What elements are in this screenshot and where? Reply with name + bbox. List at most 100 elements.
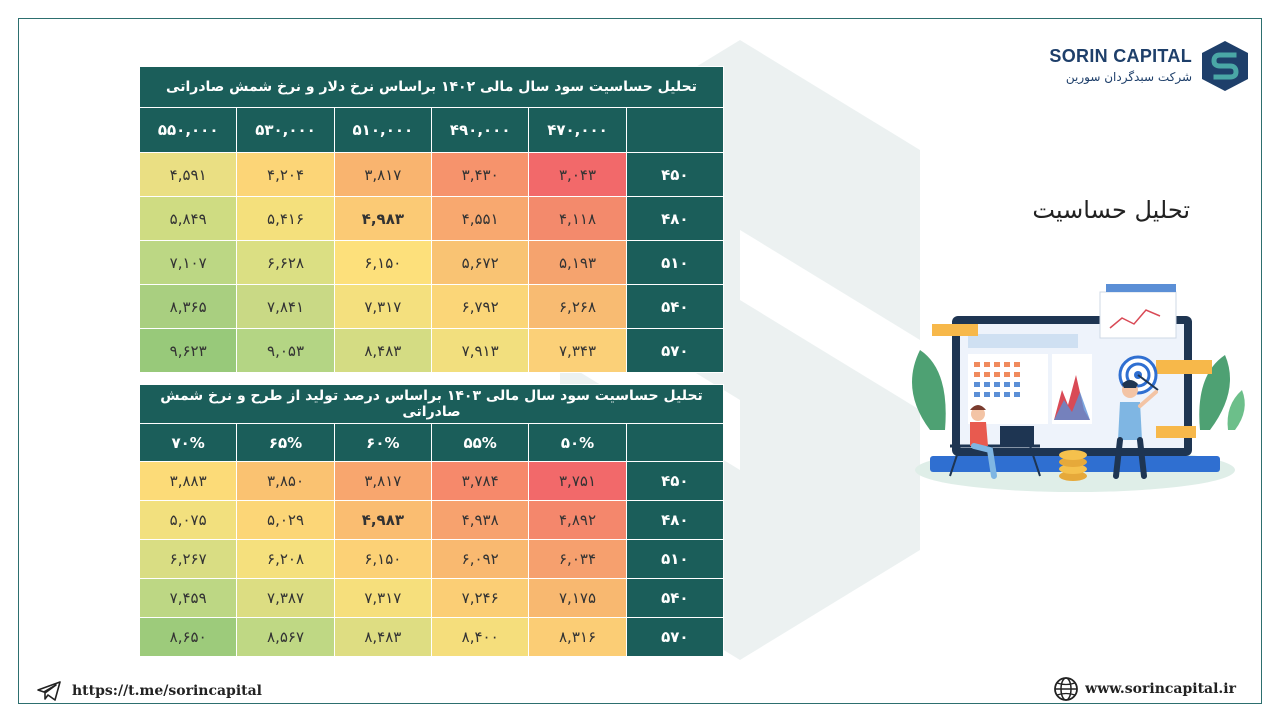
table-cell: ۴,۵۹۱ [138, 152, 238, 197]
row-header: ۴۸۰ [625, 196, 725, 241]
table-cell: ۹,۰۵۳ [236, 328, 335, 373]
brand-name: SORIN CAPITAL [1049, 46, 1192, 66]
table-title: تحلیل حساسیت سود سال مالی ۱۴۰۳ براساس در… [139, 384, 724, 424]
table-cell: ۶,۲۰۸ [236, 539, 335, 579]
row-header: ۵۱۰ [625, 240, 725, 285]
table-cell: ۳,۸۵۰ [236, 461, 335, 501]
table-cell: ۶,۲۶۸ [528, 284, 627, 329]
table-title: تحلیل حساسیت سود سال مالی ۱۴۰۲ براساس نر… [139, 66, 724, 108]
column-header: ۵۰% [528, 423, 627, 462]
table-cell: ۶,۱۵۰ [333, 539, 433, 579]
table-cell: ۳,۸۱۷ [333, 461, 433, 501]
table-cell: ۵,۸۴۹ [138, 196, 238, 241]
table-cell: ۷,۱۰۷ [138, 240, 238, 285]
brand-logo: SORIN CAPITAL شرکت سبدگردان سورین [1030, 40, 1250, 92]
table-cell: ۷,۳۱۷ [333, 578, 433, 618]
column-header: ۷۰% [138, 423, 238, 462]
row-header: ۵۴۰ [625, 578, 725, 618]
table-cell: ۵,۶۷۲ [431, 240, 530, 285]
telegram-link-group[interactable]: https://t.me/sorincapital [36, 680, 262, 702]
table-cell: ۷,۳۱۷ [333, 284, 433, 329]
table-cell: ۷,۱۷۵ [528, 578, 627, 618]
table-cell: ۳,۷۸۴ [431, 461, 530, 501]
table-row: ۵۴۰ ۶,۲۶۸ ۶,۷۹۲ ۷,۳۱۷ ۷,۸۴۱ ۸,۳۶۵ [138, 284, 725, 329]
table-cell: ۸,۵۶۷ [236, 617, 335, 657]
table-header-row: ۵۰% ۵۵% ۶۰% ۶۵% ۷۰% [138, 423, 725, 462]
table-cell: ۷,۹۱۳ [431, 328, 530, 373]
table-row: ۴۸۰ ۴,۱۱۸ ۴,۵۵۱ ۴,۹۸۳ ۵,۴۱۶ ۵,۸۴۹ [138, 196, 725, 241]
sensitivity-table-1403: تحلیل حساسیت سود سال مالی ۱۴۰۳ براساس در… [138, 384, 725, 657]
table-cell: ۳,۸۱۷ [333, 152, 433, 197]
table-cell: ۵,۰۷۵ [138, 500, 238, 540]
website-link[interactable]: www.sorincapital.ir [1085, 681, 1236, 697]
column-header: ۶۵% [236, 423, 335, 462]
table-cell: ۵,۴۱۶ [236, 196, 335, 241]
row-header: ۴۸۰ [625, 500, 725, 540]
table-cell: ۹,۶۲۳ [138, 328, 238, 373]
table-cell: ۴,۵۵۱ [431, 196, 530, 241]
table-cell: ۳,۸۸۳ [138, 461, 238, 501]
telegram-link[interactable]: https://t.me/sorincapital [72, 683, 263, 699]
row-header: ۵۱۰ [625, 539, 725, 579]
table-cell: ۸,۴۸۳ [333, 328, 433, 373]
table-cell: ۵,۰۲۹ [236, 500, 335, 540]
table-row: ۵۷۰ ۸,۳۱۶ ۸,۴۰۰ ۸,۴۸۳ ۸,۵۶۷ ۸,۶۵۰ [138, 617, 725, 657]
table-row: ۴۵۰ ۳,۷۵۱ ۳,۷۸۴ ۳,۸۱۷ ۳,۸۵۰ ۳,۸۸۳ [138, 461, 725, 501]
column-header: ۵۳۰,۰۰۰ [236, 107, 335, 153]
column-header: ۴۹۰,۰۰۰ [431, 107, 530, 153]
table-cell: ۶,۶۲۸ [236, 240, 335, 285]
table-cell: ۴,۹۸۳ [333, 500, 433, 540]
table-row: ۵۷۰ ۷,۳۴۳ ۷,۹۱۳ ۸,۴۸۳ ۹,۰۵۳ ۹,۶۲۳ [138, 328, 725, 373]
table-cell: ۸,۳۶۵ [138, 284, 238, 329]
table-header-row: ۴۷۰,۰۰۰ ۴۹۰,۰۰۰ ۵۱۰,۰۰۰ ۵۳۰,۰۰۰ ۵۵۰,۰۰۰ [138, 107, 725, 153]
table-cell: ۶,۷۹۲ [431, 284, 530, 329]
table-cell: ۸,۴۰۰ [431, 617, 530, 657]
table-cell: ۵,۱۹۳ [528, 240, 627, 285]
table-cell: ۷,۴۵۹ [138, 578, 238, 618]
brand-subtitle: شرکت سبدگردان سورین [1065, 70, 1192, 84]
table-cell: ۶,۱۵۰ [333, 240, 433, 285]
table-cell: ۴,۱۱۸ [528, 196, 627, 241]
column-header: ۵۱۰,۰۰۰ [333, 107, 433, 153]
table-cell: ۶,۰۹۲ [431, 539, 530, 579]
website-link-group[interactable]: www.sorincapital.ir [1053, 676, 1236, 702]
row-header: ۵۷۰ [625, 328, 725, 373]
section-title: تحلیل حساسیت [1032, 196, 1190, 224]
corner-cell [625, 423, 725, 462]
column-header: ۵۵% [431, 423, 530, 462]
table-cell: ۷,۲۴۶ [431, 578, 530, 618]
table-cell: ۳,۴۳۰ [431, 152, 530, 197]
table-cell: ۸,۳۱۶ [528, 617, 627, 657]
column-header: ۵۵۰,۰۰۰ [138, 107, 238, 153]
table-cell: ۸,۴۸۳ [333, 617, 433, 657]
table-cell: ۷,۸۴۱ [236, 284, 335, 329]
column-header: ۶۰% [333, 423, 433, 462]
table-cell: ۶,۲۶۷ [138, 539, 238, 579]
table-cell: ۸,۶۵۰ [138, 617, 238, 657]
column-header: ۴۷۰,۰۰۰ [528, 107, 627, 153]
telegram-icon [36, 680, 62, 702]
table-cell: ۴,۹۳۸ [431, 500, 530, 540]
table-cell: ۴,۲۰۴ [236, 152, 335, 197]
table-row: ۴۸۰ ۴,۸۹۲ ۴,۹۳۸ ۴,۹۸۳ ۵,۰۲۹ ۵,۰۷۵ [138, 500, 725, 540]
table-row: ۵۴۰ ۷,۱۷۵ ۷,۲۴۶ ۷,۳۱۷ ۷,۳۸۷ ۷,۴۵۹ [138, 578, 725, 618]
row-header: ۵۴۰ [625, 284, 725, 329]
sorin-logo-icon [1202, 41, 1248, 91]
table-row: ۵۱۰ ۵,۱۹۳ ۵,۶۷۲ ۶,۱۵۰ ۶,۶۲۸ ۷,۱۰۷ [138, 240, 725, 285]
table-cell: ۳,۷۵۱ [528, 461, 627, 501]
table-row: ۵۱۰ ۶,۰۳۴ ۶,۰۹۲ ۶,۱۵۰ ۶,۲۰۸ ۶,۲۶۷ [138, 539, 725, 579]
table-cell: ۷,۳۴۳ [528, 328, 627, 373]
table-row: ۴۵۰ ۳,۰۴۳ ۳,۴۳۰ ۳,۸۱۷ ۴,۲۰۴ ۴,۵۹۱ [138, 152, 725, 197]
sensitivity-table-1402: تحلیل حساسیت سود سال مالی ۱۴۰۲ براساس نر… [138, 66, 725, 373]
table-cell: ۷,۳۸۷ [236, 578, 335, 618]
corner-cell [625, 107, 725, 153]
row-header: ۴۵۰ [625, 461, 725, 501]
globe-icon [1053, 676, 1079, 702]
table-cell: ۴,۹۸۳ [333, 196, 433, 241]
row-header: ۴۵۰ [625, 152, 725, 197]
table-cell: ۳,۰۴۳ [528, 152, 627, 197]
row-header: ۵۷۰ [625, 617, 725, 657]
table-cell: ۶,۰۳۴ [528, 539, 627, 579]
table-cell: ۴,۸۹۲ [528, 500, 627, 540]
analytics-illustration-icon [912, 284, 1245, 492]
